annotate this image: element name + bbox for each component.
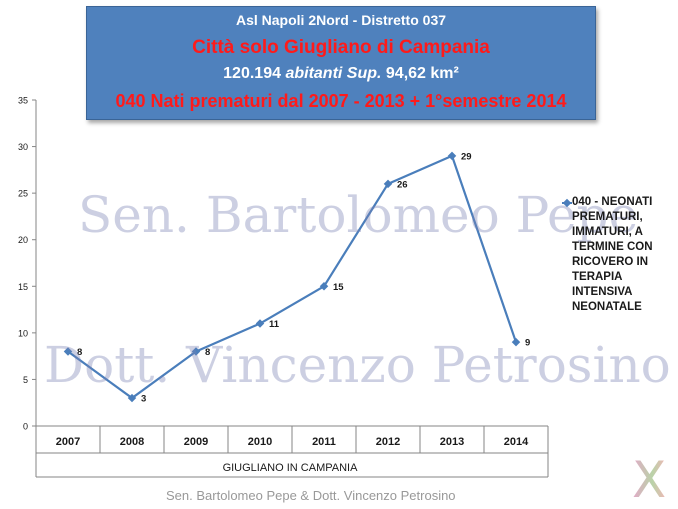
population-label: abitanti Sup. [285,65,382,82]
chart-axes [35,100,549,478]
chart-title: 040 Nati prematuri dal 2007 - 2013 + 1°s… [115,91,567,111]
x-tick-label: 2011 [312,436,336,448]
y-tick-label: 30 [18,142,28,152]
data-point [447,151,457,161]
y-tick-label: 5 [23,375,28,385]
data-label: 8 [205,347,210,358]
surface-value: 94,62 km² [385,65,459,82]
series-group: 8 3 8 11 15 26 29 9 [63,151,530,405]
y-axis-ticks: 0 5 10 15 20 25 30 35 [18,96,36,432]
legend-series-label: 040 - NEONATI PREMATURI, IMMATURI, A TER… [572,196,653,313]
x-tick-label: 2010 [248,436,272,448]
data-point [191,347,201,356]
footer-credits: Sen. Bartolomeo Pepe & Dott. Vincenzo Pe… [166,488,456,503]
data-point [255,319,265,328]
y-tick-label: 25 [18,189,28,199]
x-tick-label: 2012 [376,436,400,448]
y-tick-label: 35 [18,96,28,106]
population-value: 120.194 [223,65,281,82]
data-point [383,179,393,189]
header-population: 120.194 abitanti Sup. 94,62 km² [87,65,595,83]
data-point [127,393,137,403]
data-label: 9 [525,338,530,349]
x-tick-label: 2013 [440,436,464,448]
data-label: 3 [141,394,146,405]
watermark-doctor: Dott. Vincenzo Petrosino [44,336,671,394]
y-tick-label: 0 [23,422,28,432]
header-city: Città solo Giugliano di Campania [192,37,490,58]
title-box: Asl Napoli 2Nord - Distretto 037 Città s… [86,6,596,120]
data-label: 11 [269,319,280,330]
data-label: 26 [397,179,408,190]
x-tick-label: 2009 [184,436,208,448]
header-district: Asl Napoli 2Nord - Distretto 037 [235,12,447,28]
x-axis-label: GIUGLIANO IN CAMPANIA [223,462,359,474]
y-tick-label: 15 [18,282,28,292]
data-label: 15 [333,282,344,293]
data-point [319,282,329,291]
y-tick-label: 10 [18,328,28,338]
data-point [63,347,73,356]
x-axis-ticks: 2007 2008 2009 2010 2011 2012 2013 2014 [56,436,529,448]
data-label: 8 [77,347,82,358]
watermark-senator: Sen. Bartolomeo Pepe [78,186,639,244]
data-label: 29 [461,151,472,162]
x-tick-label: 2014 [504,436,529,448]
x-logo-icon: X [632,451,667,509]
y-tick-label: 20 [18,235,28,245]
data-point [511,337,521,347]
series-line [67,154,518,400]
x-tick-label: 2008 [120,436,144,448]
x-tick-label: 2007 [56,436,80,448]
